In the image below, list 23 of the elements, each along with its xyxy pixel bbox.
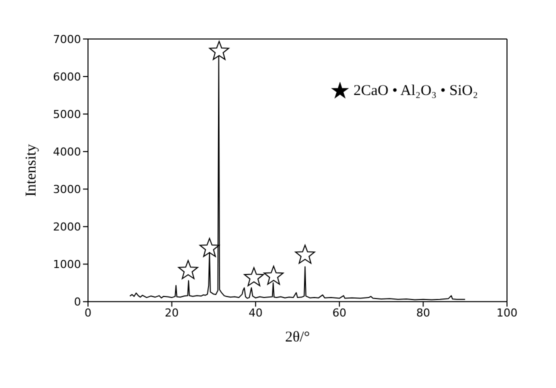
point <box>178 260 198 280</box>
x-tick-label: 0 <box>84 306 92 320</box>
point <box>264 266 284 285</box>
y-tick-label: 4000 <box>53 145 81 158</box>
y-tick-label: 2000 <box>53 220 81 234</box>
y-tick-label: 1000 <box>53 258 81 272</box>
legend-label: 2CaO • Al₂O₃ • SiO₂ <box>353 83 478 99</box>
x-axis-title: 2θ/° <box>285 330 310 346</box>
point <box>209 40 230 60</box>
point <box>244 267 264 286</box>
y-tick-label: 5000 <box>53 108 81 121</box>
x-tick-label: 100 <box>496 306 518 320</box>
point <box>200 238 220 257</box>
y-tick-label: 7000 <box>53 32 81 46</box>
x-tick-label: 80 <box>416 306 430 320</box>
point <box>295 244 316 264</box>
y-axis-title: Intensity <box>23 144 40 197</box>
x-tick-label: 20 <box>164 306 179 320</box>
y-tick-label: 3000 <box>53 183 81 196</box>
x-tick-label: 60 <box>332 306 346 320</box>
y-tick-label: 6000 <box>53 70 81 84</box>
x-tick-label: 40 <box>248 306 263 320</box>
y-tick-label: 0 <box>74 296 81 309</box>
